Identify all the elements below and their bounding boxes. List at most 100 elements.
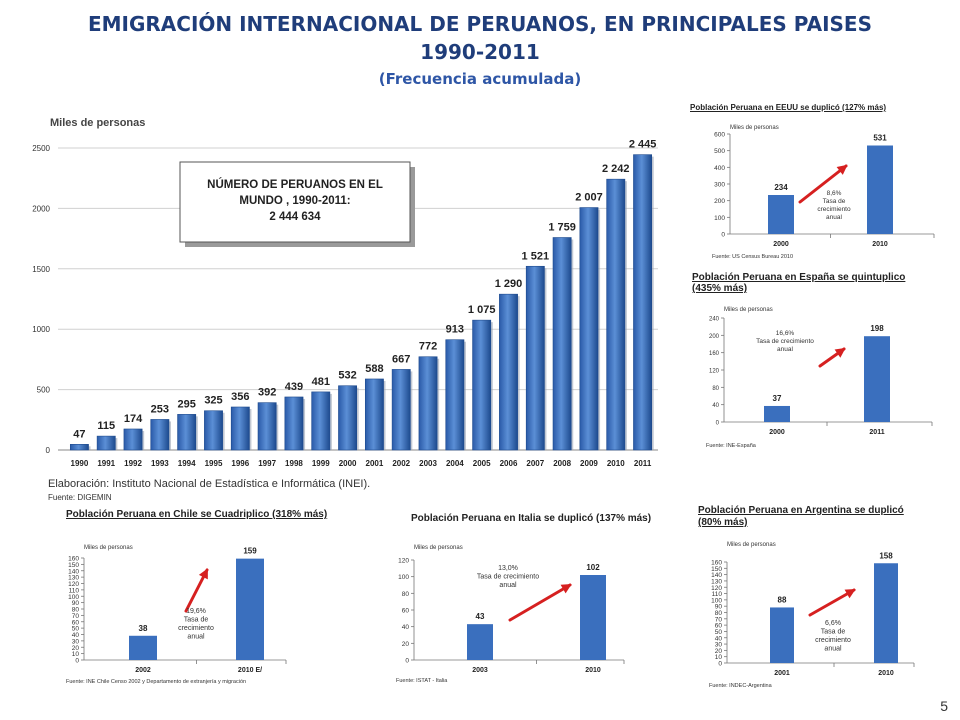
main-chart-annotation-box [179,161,411,243]
main-chart-category-label: 1991 [97,459,115,468]
espana-chart-ytick-label: 240 [709,317,720,323]
chile-chart-ytick-label: 110 [69,587,80,594]
main-chart-value-label: 1 521 [522,250,550,262]
argentina-chart-ytick-label: 0 [718,661,722,668]
italia-chart-source: Fuente: ISTAT - Italia [396,678,448,684]
chile-chart-ytick-label: 40 [72,632,80,639]
main-chart-ytick-label: 2000 [32,204,50,213]
italia-chart-value-label: 102 [586,563,600,572]
main-chart-ylabel: Miles de personas [50,117,145,129]
argentina-chart-ylabel: Miles de personas [727,542,776,548]
argentina-chart-growth-annotation: crecimiento [815,637,851,644]
italia-chart-growth-annotation: anual [499,582,517,589]
eeuu-chart-ytick-label: 600 [714,132,725,139]
espana-chart-ytick-label: 0 [716,421,720,427]
eeuu-chart-bar [768,195,794,234]
chile-chart-ytick-label: 100 [68,594,79,601]
main-chart-category-label: 1997 [258,459,276,468]
italia-chart-ytick-label: 100 [398,574,409,581]
argentina-chart-ytick-label: 100 [711,597,722,604]
main-chart-value-label: 392 [258,387,276,399]
espana-chart-growth-annotation: 16,6% [776,330,795,337]
argentina-chart-ytick-label: 120 [711,585,722,592]
argentina-chart-bar [770,607,794,663]
main-chart-fuente: Fuente: DIGEMIN [48,493,112,502]
main-chart-value-label: 1 759 [548,222,576,234]
espana-chart-value-label: 37 [773,394,782,403]
main-chart-ytick-label: 500 [37,386,51,395]
main-chart-value-label: 772 [419,341,437,353]
main-chart-value-label: 532 [338,370,356,382]
chile-chart-ytick-label: 50 [72,626,80,633]
chile-chart-ytick-label: 20 [72,645,80,652]
argentina-chart-title-line2: (80% más) [698,517,748,528]
eeuu-chart-growth-arrow [798,164,848,204]
espana-chart-arrow-head [834,347,846,358]
main-chart: Miles de personas 0 500 1000 1500 2000 2500 47 1… [32,117,658,468]
chile-chart-ytick-label: 150 [68,562,79,569]
main-chart-value-label: 481 [312,376,330,388]
main-chart-category-label: 1999 [312,459,330,468]
main-chart-value-label: 439 [285,381,303,393]
eeuu-chart-growth-annotation: crecimiento [817,206,851,213]
chile-chart-title: Población Peruana en Chile se Cuadriplic… [66,509,328,520]
main-chart-bar [123,428,143,451]
main-chart-bar [391,369,411,451]
main-chart-bar [311,391,331,451]
argentina-chart-category-label: 2010 [878,670,894,677]
main-chart-bar [338,385,358,451]
argentina-chart-growth-arrow [808,588,856,617]
main-chart-bar [96,435,116,451]
eeuu-chart-growth-annotation: anual [826,214,842,221]
eeuu-chart-title: Población Peruana en EEUU se duplicó (12… [690,103,887,112]
argentina-chart-ytick-label: 80 [715,610,723,617]
eeuu-chart-value-label: 234 [774,183,788,192]
chile-chart-ytick-label: 160 [68,556,79,563]
argentina-chart-source: Fuente: INDEC-Argentina [709,683,773,689]
main-chart-bar [204,410,223,451]
italia-chart: Miles de personas 0 20 40 60 80 100 120 43 2003 10… [396,545,625,684]
espana-chart: Miles de personas 0 40 80 120 160 200 240 37 2000… [706,307,933,449]
italia-chart-growth-annotation: 13,0% [498,565,518,572]
italia-chart-value-label: 43 [476,612,485,621]
main-chart-value-label: 47 [73,428,85,440]
espana-chart-title-line1: Población Peruana en España se quintupli… [692,272,906,283]
espana-chart-category-label: 2011 [869,429,884,436]
main-chart-bar [552,237,572,451]
main-chart-annotation-line: MUNDO , 1990-2011: [239,195,350,207]
eeuu-chart-growth-annotation: Tasa de [823,198,846,205]
main-chart-bar [257,402,277,451]
espana-chart-bar [864,336,890,422]
chile-chart-category-label: 2002 [135,667,151,674]
italia-chart-ytick-label: 60 [402,608,410,615]
argentina-chart-ytick-label: 150 [711,566,722,573]
page-subtitle: (Frecuencia acumulada) [378,70,582,88]
eeuu-chart-ytick-label: 500 [714,148,725,155]
main-chart-bar [284,396,304,451]
eeuu-chart-bar [867,145,893,234]
argentina-chart-ytick-label: 10 [715,654,723,661]
argentina-chart-title: Población Peruana en Argentina se duplic… [698,505,904,529]
italia-chart-ytick-label: 80 [402,591,410,598]
chile-chart-growth-annotation: anual [187,634,205,641]
argentina-chart-ytick-label: 140 [711,572,722,579]
chile-chart-growth-annotation: Tasa de [184,617,209,624]
main-chart-category-label: 2006 [500,459,518,468]
main-chart-category-label: 2010 [607,459,625,468]
main-chart-value-label: 325 [204,395,222,407]
page-title: EMIGRACIÓN INTERNACIONAL DE PERUANOS, EN… [0,10,960,66]
argentina-chart-ytick-label: 70 [715,616,723,623]
argentina-chart-ytick-label: 160 [711,560,722,567]
main-chart-value-label: 356 [231,391,249,403]
chile-chart-ylabel: Miles de personas [84,545,133,551]
chile-chart-ytick-label: 0 [75,658,79,665]
eeuu-chart: Miles de personas 0 100 200 300 400 500 600 234 2… [712,125,935,260]
chile-chart-ytick-label: 30 [72,638,80,645]
argentina-chart-arrow-head [844,589,856,599]
espana-chart-growth-annotation: anual [777,346,793,353]
main-chart-annotation-line: 2 444 634 [269,211,321,223]
italia-chart-ytick-label: 40 [402,624,410,631]
main-chart-category-label: 2002 [392,459,410,468]
chile-chart-growth-annotation: crecimiento [178,625,214,632]
argentina-chart-ytick-label: 30 [715,642,723,649]
